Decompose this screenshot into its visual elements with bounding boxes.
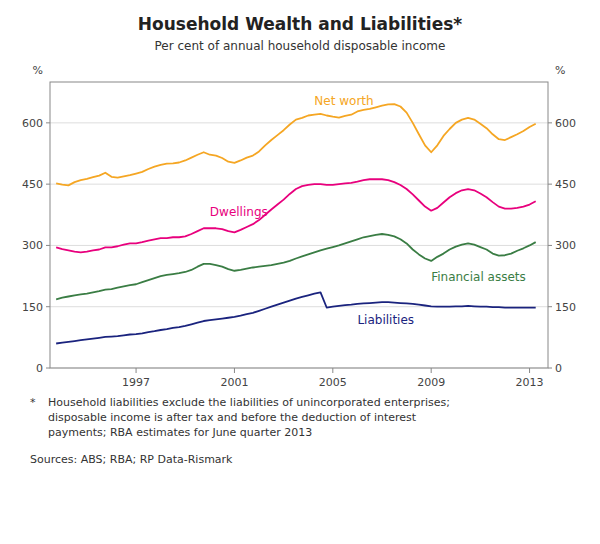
footnote-text: Household liabilities exclude the liabil…: [48, 396, 450, 439]
y-axis-label: %: [33, 64, 43, 77]
y2-tick: [548, 306, 552, 307]
y2-tick-label: 450: [555, 178, 576, 191]
x-tick-label: 2005: [319, 376, 347, 389]
footnote-line: Household liabilities exclude the liabil…: [48, 396, 450, 409]
x-tick: [431, 368, 432, 373]
y2-tick: [548, 122, 552, 123]
grid-line: [50, 184, 548, 185]
x-tick: [332, 368, 333, 373]
y2-axis: 0 150 300 450 600%: [548, 64, 576, 375]
grid-line: [50, 122, 548, 123]
x-axis: 1997 2001 2005 2009 2013: [122, 368, 543, 389]
series-label: Dwellings: [210, 205, 268, 219]
y-tick: [46, 184, 50, 185]
plot-frame: [50, 82, 548, 368]
series-label: Liabilities: [357, 313, 414, 327]
sources: Sources: ABS; RBA; RP Data-Rismark: [30, 453, 233, 466]
y2-tick: [548, 245, 552, 246]
y-tick-label: 600: [22, 117, 43, 130]
y-axis: 0 150 300 450 600%: [22, 64, 50, 375]
y-tick-label: 300: [22, 239, 43, 252]
series-line: [56, 179, 536, 252]
y-tick: [46, 368, 50, 369]
series-labels: Net worth Dwellings Financial assets Liabil…: [210, 94, 526, 327]
x-tick: [136, 368, 137, 373]
footnote: * Household liabilities exclude the liabi…: [30, 396, 450, 466]
y-tick: [46, 122, 50, 123]
series-line: [56, 104, 536, 185]
y-tick-label: 450: [22, 178, 43, 191]
y2-tick-label: 0: [555, 362, 562, 375]
y2-tick-label: 150: [555, 301, 576, 314]
y2-tick: [548, 184, 552, 185]
y2-tick-label: 600: [555, 117, 576, 130]
y-tick: [46, 306, 50, 307]
x-tick-label: 2001: [220, 376, 248, 389]
chart: Household Wealth and Liabilities* Per cen…: [0, 0, 600, 544]
x-tick: [529, 368, 530, 373]
x-tick: [234, 368, 235, 373]
subtitle: Per cent of annual household disposable …: [155, 39, 446, 53]
series-line: [56, 292, 536, 343]
series-label: Financial assets: [431, 270, 526, 284]
title: Household Wealth and Liabilities*: [138, 14, 463, 34]
y-tick-label: 0: [36, 362, 43, 375]
y2-axis-label: %: [555, 64, 565, 77]
series-line: [56, 234, 536, 299]
lines: [56, 104, 536, 343]
x-tick-label: 2013: [516, 376, 544, 389]
footnote-line: payments; RBA estimates for June quarter…: [48, 426, 312, 439]
x-tick-label: 1997: [122, 376, 150, 389]
footnote-line: disposable income is after tax and befor…: [48, 411, 417, 424]
x-tick-label: 2009: [417, 376, 445, 389]
y2-tick-label: 300: [555, 239, 576, 252]
footnote-bullet: *: [30, 396, 36, 409]
grid: [50, 123, 548, 368]
series-label: Net worth: [314, 94, 373, 108]
y2-tick: [548, 368, 552, 369]
y-tick: [46, 245, 50, 246]
y-tick-label: 150: [22, 301, 43, 314]
